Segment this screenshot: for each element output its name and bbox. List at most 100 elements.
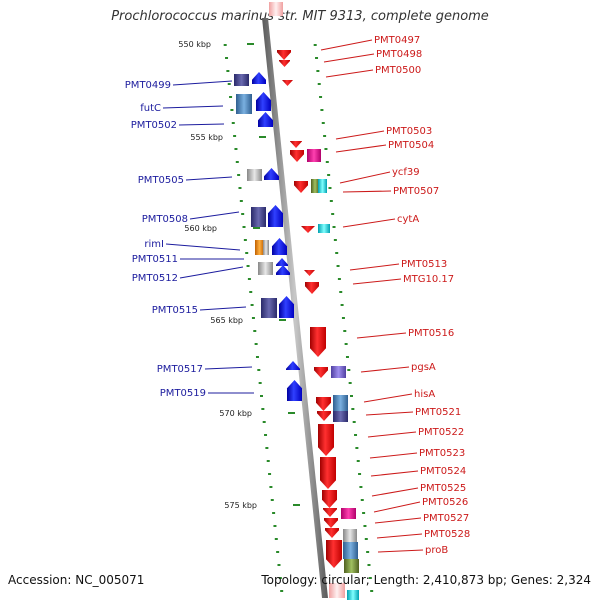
position-tick — [238, 187, 242, 189]
leader-line — [335, 130, 385, 140]
gene-label-reverse: hisA — [414, 389, 435, 400]
position-tick — [247, 278, 251, 280]
gene-arrow-reverse — [279, 60, 290, 67]
leader-line — [365, 411, 414, 416]
leader-line — [374, 517, 422, 524]
gene-arrow-forward — [268, 205, 283, 227]
partial-gene-top — [269, 2, 283, 16]
gene-box — [258, 262, 273, 275]
gene-label-reverse: PMT0498 — [376, 49, 422, 60]
position-tick — [313, 44, 317, 46]
position-tick — [260, 395, 263, 397]
position-tick — [249, 291, 253, 293]
position-tick — [348, 382, 352, 384]
position-tick — [347, 369, 351, 371]
gene-label-reverse: PMT0504 — [388, 140, 434, 151]
position-tick — [364, 538, 368, 540]
position-tick — [280, 590, 284, 592]
position-tick — [329, 200, 333, 202]
position-tick — [272, 512, 276, 514]
position-tick — [339, 291, 343, 293]
gene-label-reverse: ycf39 — [392, 167, 420, 178]
leader-line — [363, 393, 413, 403]
gene-arrow-reverse — [323, 508, 337, 517]
ruler-label: 555 kbp — [190, 133, 223, 142]
gene-label-reverse: PMT0513 — [401, 259, 447, 270]
gene-label-reverse: PMT0507 — [393, 186, 439, 197]
ruler-tick — [259, 136, 266, 138]
gene-box — [247, 169, 262, 181]
leader-line — [373, 501, 421, 513]
gene-box — [333, 411, 348, 422]
position-tick — [246, 265, 250, 267]
leader-line — [325, 69, 374, 78]
leader-line — [360, 366, 410, 373]
position-tick — [245, 252, 249, 254]
position-tick — [366, 551, 370, 553]
genome-title: Prochlorococcus marinus str. MIT 9313, c… — [111, 9, 489, 24]
leader-line — [323, 53, 375, 63]
position-tick — [324, 148, 328, 150]
position-tick — [321, 122, 325, 124]
leader-line — [204, 366, 253, 370]
gene-label-forward: PMT0505 — [138, 175, 184, 186]
gene-label-reverse: MTG10.17 — [403, 274, 454, 285]
position-tick — [250, 304, 254, 306]
leader-line — [320, 39, 373, 51]
genome-backbone — [262, 18, 328, 598]
leader-line — [165, 243, 241, 251]
leader-line — [339, 171, 391, 184]
position-tick — [262, 421, 266, 423]
position-tick — [352, 421, 356, 423]
gene-label-reverse: PMT0522 — [418, 427, 464, 438]
position-tick — [317, 83, 321, 85]
position-tick — [253, 330, 257, 332]
position-tick — [316, 70, 320, 72]
gene-box — [255, 240, 264, 255]
ruler-label: 575 kbp — [224, 501, 257, 510]
leader-line — [356, 332, 407, 339]
position-tick — [319, 96, 323, 98]
position-tick — [233, 135, 237, 137]
gene-arrow-reverse — [320, 457, 336, 489]
gene-arrow-reverse — [282, 80, 293, 86]
leader-line — [349, 263, 400, 271]
position-tick — [363, 525, 367, 527]
ruler-label: 560 kbp — [184, 224, 217, 233]
position-tick — [251, 317, 255, 319]
gene-arrow-forward — [279, 296, 294, 318]
leader-line — [335, 144, 387, 153]
position-tick — [242, 226, 246, 228]
position-tick — [230, 109, 234, 111]
leader-line — [178, 123, 225, 126]
gene-label-reverse: PMT0526 — [422, 497, 468, 508]
gene-label-forward: PMT0512 — [132, 273, 178, 284]
gene-label-reverse: proB — [425, 545, 448, 556]
position-tick — [277, 564, 281, 566]
gene-label-forward: PMT0517 — [157, 364, 203, 375]
gene-label-forward: PMT0511 — [132, 254, 178, 265]
gene-box — [343, 542, 358, 559]
position-tick — [261, 408, 265, 410]
position-tick — [350, 395, 353, 397]
gene-arrow-reverse — [277, 50, 291, 60]
gene-box — [234, 74, 249, 86]
gene-label-reverse: cytA — [397, 214, 419, 225]
position-tick — [237, 174, 241, 176]
leader-line — [352, 278, 402, 285]
gene-box — [341, 508, 356, 519]
gene-arrow-reverse — [290, 150, 304, 162]
gene-label-reverse: PMT0500 — [375, 65, 421, 76]
gene-arrow-forward — [272, 238, 287, 255]
leader-line — [377, 549, 424, 553]
gene-label-reverse: PMT0521 — [415, 407, 461, 418]
position-tick — [344, 343, 348, 345]
gene-box — [331, 366, 346, 378]
topology-text: Topology: circular; Length: 2,410,873 bp… — [261, 573, 591, 587]
ruler-label: 570 kbp — [219, 409, 252, 418]
position-tick — [362, 512, 366, 514]
gene-label-forward: futC — [140, 103, 161, 114]
ruler-tick — [247, 43, 254, 45]
position-tick — [268, 473, 272, 475]
